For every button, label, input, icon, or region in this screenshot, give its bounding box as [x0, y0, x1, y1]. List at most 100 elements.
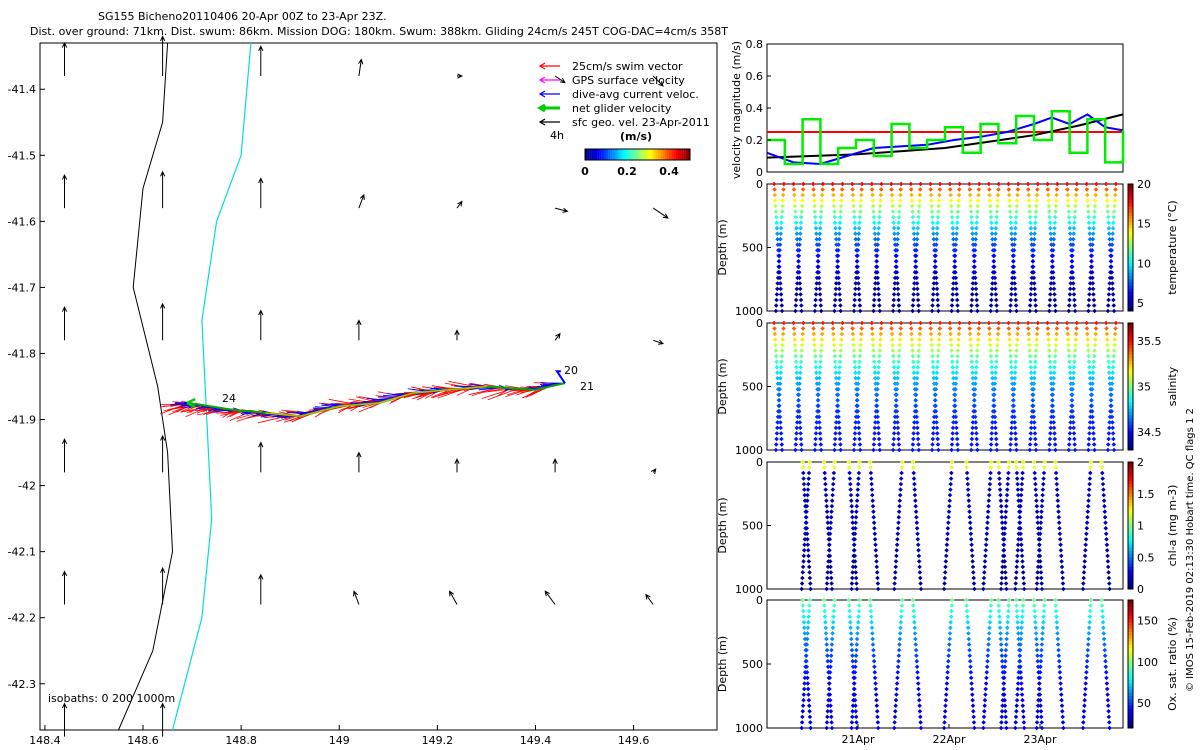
profile-x-tick-label: 23Apr — [1023, 733, 1057, 746]
profile-sample-marker — [835, 264, 840, 270]
profile-colorbar-tick-label: 100 — [1137, 656, 1158, 669]
profile-sample-marker — [799, 342, 805, 348]
profile-sample-marker — [951, 375, 956, 381]
profile-sample-marker — [833, 292, 838, 297]
profile-sample-marker — [951, 409, 957, 414]
profile-sample-marker — [773, 353, 779, 359]
profile-sample-marker — [776, 409, 781, 414]
profile-sample-marker — [856, 431, 862, 436]
profile-sample-marker — [780, 331, 786, 337]
profile-sample-marker — [892, 414, 898, 420]
profile-sample-marker — [877, 308, 883, 314]
profile-sample-marker — [813, 353, 818, 359]
profile-sample-marker — [991, 392, 997, 398]
profile-sample-marker — [935, 436, 940, 442]
profile-sample-marker — [973, 286, 979, 292]
profile-sample-marker — [793, 308, 798, 314]
profile-colorbar-cell — [1128, 506, 1133, 511]
profile-sample-marker — [916, 442, 921, 447]
profile-sample-marker — [773, 303, 779, 308]
profile-sample-marker — [891, 303, 896, 308]
profile-sample-marker — [1034, 337, 1039, 342]
profile-sample-marker — [834, 270, 840, 275]
profile-sample-marker — [896, 292, 901, 297]
profile-sample-marker — [830, 320, 835, 326]
profile-sample-marker — [774, 431, 780, 436]
profile-sample-marker — [853, 425, 858, 431]
profile-sample-marker — [795, 264, 801, 270]
profile-sample-marker — [855, 381, 861, 386]
profile-sample-marker — [1029, 414, 1035, 420]
profile-sample-marker — [911, 431, 916, 436]
profile-sample-marker — [891, 292, 897, 297]
profile-sample-marker — [871, 359, 877, 364]
profile-sample-marker — [1029, 236, 1034, 242]
swim-vector — [507, 388, 526, 396]
profile-y-tick-label: 0 — [756, 594, 763, 607]
profile-sample-marker — [935, 364, 940, 370]
profile-sample-marker — [931, 375, 937, 381]
profile-sample-marker — [952, 403, 957, 409]
profile-sample-marker — [814, 425, 819, 431]
profile-sample-marker — [876, 425, 881, 431]
profile-sample-marker — [935, 297, 940, 303]
profile-sample-marker — [872, 364, 877, 370]
colorbar-cell — [624, 149, 628, 160]
profile-sample-marker — [929, 308, 935, 314]
profile-sample-marker — [950, 436, 955, 442]
profile-sample-marker — [1032, 286, 1037, 292]
profile-sample-marker — [992, 381, 998, 386]
profile-sample-marker — [1014, 308, 1019, 314]
profile-sample-marker — [1053, 198, 1059, 203]
colorbar-cell — [587, 149, 590, 160]
profile-colorbar-cell — [1128, 632, 1133, 636]
profile-sample-marker — [833, 375, 839, 381]
profile-sample-marker — [873, 420, 878, 425]
profile-sample-marker — [856, 364, 862, 370]
profile-sample-marker — [876, 431, 881, 436]
profile-sample-marker — [1012, 370, 1018, 375]
profile-sample-marker — [1028, 297, 1033, 303]
profile-sample-marker — [974, 364, 979, 370]
profile-sample-marker — [1106, 297, 1111, 303]
profile-sample-marker — [876, 297, 882, 303]
map-y-tick-label: -41.9 — [8, 414, 36, 427]
profile-sample-marker — [798, 370, 803, 375]
profile-sample-marker — [994, 353, 999, 359]
profile-colorbar-cell — [1128, 576, 1133, 580]
profile-sample-marker — [853, 286, 858, 292]
profile-sample-marker — [975, 337, 981, 342]
profile-sample-marker — [1094, 181, 1099, 187]
colorbar-cell — [627, 149, 630, 160]
profile-colorbar-tick-label: 20 — [1137, 178, 1151, 191]
profile-sample-marker — [794, 425, 800, 431]
profile-sample-marker — [859, 320, 865, 326]
profile-sample-marker — [774, 364, 780, 370]
profile-sample-marker — [1026, 337, 1032, 342]
profile-colorbar-cell — [1128, 544, 1133, 549]
profile-sample-marker — [970, 425, 975, 431]
profile-sample-marker — [873, 275, 878, 281]
profile-sample-marker — [929, 342, 934, 348]
profile-sample-marker — [994, 348, 1000, 353]
profile-y-tick-label: 500 — [742, 520, 763, 533]
profile-y-tick-label: 500 — [742, 381, 763, 394]
map-x-tick-label: 149.4 — [520, 734, 552, 747]
profile-sample-marker — [891, 442, 896, 447]
profile-sample-marker — [856, 375, 861, 381]
profile-sample-marker — [817, 292, 823, 297]
colorbar-cell — [629, 149, 632, 160]
profile-sample-marker — [1106, 292, 1112, 297]
profile-sample-marker — [951, 420, 956, 425]
profile-sample-marker — [779, 303, 785, 308]
profile-sample-marker — [1107, 236, 1112, 242]
colorbar-cell — [685, 149, 688, 160]
profile-sample-marker — [891, 297, 897, 303]
profile-sample-marker — [797, 381, 802, 386]
profile-sample-marker — [1091, 292, 1096, 297]
profile-sample-marker — [1029, 281, 1034, 286]
profile-sample-marker — [794, 431, 799, 436]
profile-sample-marker — [935, 442, 941, 447]
profile-sample-marker — [914, 375, 920, 381]
